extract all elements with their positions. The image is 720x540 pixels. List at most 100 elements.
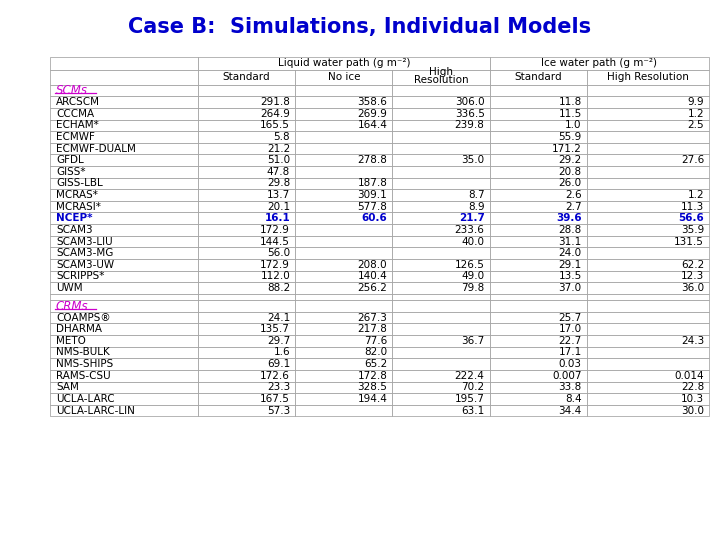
Bar	[392, 393, 490, 404]
Bar	[295, 85, 392, 96]
Bar	[198, 323, 295, 335]
Text: ARCSCM: ARCSCM	[56, 97, 100, 107]
Text: 88.2: 88.2	[267, 283, 290, 293]
Text: 217.8: 217.8	[358, 324, 387, 334]
Text: 22.7: 22.7	[559, 336, 582, 346]
Bar	[392, 70, 490, 85]
Bar	[587, 235, 709, 247]
Text: 256.2: 256.2	[358, 283, 387, 293]
Text: 358.6: 358.6	[358, 97, 387, 107]
Bar	[295, 259, 392, 271]
Text: 164.4: 164.4	[358, 120, 387, 131]
Bar	[490, 189, 587, 201]
Bar	[198, 300, 295, 312]
Bar	[392, 119, 490, 131]
Text: UWM: UWM	[56, 283, 83, 293]
Text: 20.8: 20.8	[559, 167, 582, 177]
Text: 24.1: 24.1	[267, 313, 290, 323]
Bar	[198, 154, 295, 166]
Text: MCRAS*: MCRAS*	[56, 190, 98, 200]
Bar	[490, 347, 587, 358]
Text: 0.007: 0.007	[552, 370, 582, 381]
Bar	[50, 381, 198, 393]
Text: 56.6: 56.6	[678, 213, 704, 224]
Text: 194.4: 194.4	[358, 394, 387, 404]
Text: 12.3: 12.3	[681, 271, 704, 281]
Bar	[50, 224, 198, 235]
Text: ECMWF: ECMWF	[56, 132, 95, 142]
Bar	[198, 143, 295, 154]
Text: CRMs: CRMs	[55, 300, 88, 313]
Bar	[50, 166, 198, 178]
Bar	[50, 370, 198, 381]
Bar	[490, 57, 709, 70]
Text: 21.2: 21.2	[267, 144, 290, 154]
Bar	[50, 85, 198, 96]
Bar	[50, 259, 198, 271]
Text: 336.5: 336.5	[455, 109, 485, 119]
Text: COAMPS®: COAMPS®	[56, 313, 111, 323]
Text: SAM: SAM	[56, 382, 79, 393]
Bar	[392, 312, 490, 323]
Bar	[392, 166, 490, 178]
Bar	[198, 178, 295, 189]
Bar	[490, 271, 587, 282]
Text: 56.0: 56.0	[267, 248, 290, 258]
Bar	[295, 119, 392, 131]
Text: 222.4: 222.4	[455, 370, 485, 381]
Bar	[392, 97, 490, 108]
Bar	[295, 323, 392, 335]
Text: UCLA-LARC-LIN: UCLA-LARC-LIN	[56, 406, 135, 416]
Bar	[295, 143, 392, 154]
Text: No ice: No ice	[328, 72, 360, 82]
Text: 208.0: 208.0	[358, 260, 387, 270]
Bar	[490, 370, 587, 381]
Text: 16.1: 16.1	[264, 213, 290, 224]
Text: 29.2: 29.2	[559, 155, 582, 165]
Bar	[295, 70, 392, 85]
Text: 306.0: 306.0	[455, 97, 485, 107]
Text: 21.7: 21.7	[459, 213, 485, 224]
Text: GISS*: GISS*	[56, 167, 86, 177]
Text: 0.014: 0.014	[675, 370, 704, 381]
Text: 30.0: 30.0	[681, 406, 704, 416]
Bar	[198, 393, 295, 404]
Bar	[587, 178, 709, 189]
Text: 577.8: 577.8	[358, 201, 387, 212]
Text: GFDL: GFDL	[56, 155, 84, 165]
Bar	[587, 358, 709, 370]
Bar	[392, 294, 490, 300]
Bar	[587, 381, 709, 393]
Bar	[490, 70, 587, 85]
Text: 26.0: 26.0	[559, 178, 582, 188]
Bar	[295, 166, 392, 178]
Bar	[50, 312, 198, 323]
Text: 172.6: 172.6	[261, 370, 290, 381]
Bar	[198, 347, 295, 358]
Bar	[295, 212, 392, 224]
Text: 1.6: 1.6	[274, 347, 290, 357]
Bar	[198, 70, 295, 85]
Bar	[490, 247, 587, 259]
Text: 79.8: 79.8	[462, 283, 485, 293]
Text: 35.0: 35.0	[462, 155, 485, 165]
Text: 2.7: 2.7	[565, 201, 582, 212]
Bar	[295, 271, 392, 282]
Bar	[490, 323, 587, 335]
Bar	[198, 119, 295, 131]
Bar	[295, 294, 392, 300]
Bar	[198, 131, 295, 143]
Bar	[392, 358, 490, 370]
Bar	[490, 224, 587, 235]
Text: 291.8: 291.8	[261, 97, 290, 107]
Text: 57.3: 57.3	[267, 406, 290, 416]
Text: 27.6: 27.6	[681, 155, 704, 165]
Text: 135.7: 135.7	[261, 324, 290, 334]
Bar	[198, 85, 295, 96]
Bar	[587, 224, 709, 235]
Bar	[587, 271, 709, 282]
Text: 49.0: 49.0	[462, 271, 485, 281]
Bar	[295, 178, 392, 189]
Bar	[587, 108, 709, 119]
Bar	[50, 247, 198, 259]
